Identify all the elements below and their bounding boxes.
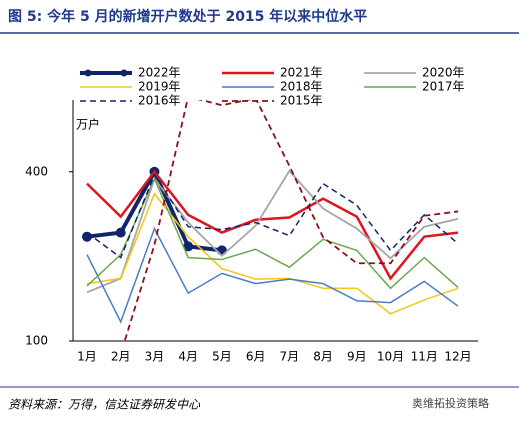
x-tick-label: 6月 — [246, 350, 266, 364]
legend-label: 2017年 — [422, 80, 465, 94]
point — [183, 241, 194, 252]
legend-marker — [120, 69, 128, 77]
x-tick-label: 5月 — [212, 350, 232, 364]
legend-label: 2020年 — [422, 66, 465, 80]
series-line — [86, 192, 459, 315]
x-tick-label: 1月 — [77, 350, 97, 364]
point — [115, 227, 126, 238]
y-axis-label: 万户 — [76, 117, 100, 132]
point — [216, 245, 227, 256]
series-line — [86, 173, 459, 259]
series-line — [86, 226, 459, 324]
series-line — [86, 169, 459, 281]
x-tick-label: 2月 — [111, 350, 131, 364]
legend-marker — [84, 69, 92, 77]
watermark: 奥维拓投资策略 — [412, 396, 489, 410]
x-tick-label: 4月 — [178, 350, 198, 364]
series-line — [123, 100, 459, 341]
y-tick-label: 100 — [25, 334, 48, 348]
x-tick-label: 12月 — [444, 350, 471, 364]
legend-label: 2018年 — [280, 80, 323, 94]
x-tick-label: 11月 — [411, 350, 438, 364]
legend-label: 2015年 — [280, 94, 323, 108]
y-tick-label: 400 — [25, 164, 48, 178]
series-line — [86, 176, 459, 290]
legend-label: 2016年 — [138, 94, 181, 108]
legend-label: 2019年 — [138, 80, 181, 94]
series-line — [86, 167, 223, 253]
x-tick-label: 9月 — [347, 350, 367, 364]
legend-label: 2022年 — [138, 66, 181, 80]
x-tick-label: 7月 — [280, 350, 300, 364]
x-tick-label: 10月 — [377, 350, 404, 364]
x-tick-label: 3月 — [145, 350, 165, 364]
plot-area — [82, 100, 459, 341]
chart-title: 图 5: 今年 5 月的新增开户数处于 2015 年以来中位水平 — [8, 8, 367, 25]
series-line — [86, 169, 459, 294]
legend-label: 2021年 — [280, 66, 323, 80]
source: 资料来源：万得，信达证券研发中心 — [8, 398, 201, 412]
x-tick-label: 8月 — [313, 350, 333, 364]
